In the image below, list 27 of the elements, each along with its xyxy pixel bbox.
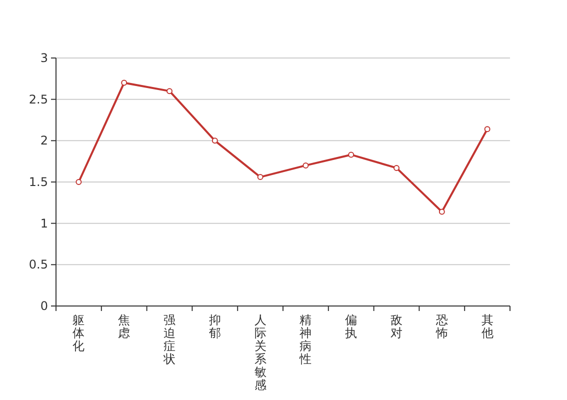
- y-tick-label: 2.5: [28, 92, 48, 106]
- x-tick-label: 人际关系敏感: [254, 313, 266, 392]
- x-tick-label: 抑郁: [208, 313, 221, 340]
- x-tick-label: 强迫症状: [162, 313, 176, 366]
- y-tick-label: 2: [40, 134, 48, 148]
- point: [76, 179, 82, 185]
- y-tick-label: 1: [40, 216, 48, 230]
- y-tick-label: 0.5: [28, 258, 48, 272]
- y-tick-label: 3: [40, 51, 48, 65]
- point: [394, 164, 400, 171]
- point: [257, 174, 264, 180]
- point: [484, 126, 490, 132]
- x-tick-label: 躯体化: [72, 313, 85, 353]
- x-tick-label: 偏执: [345, 313, 358, 340]
- point: [121, 80, 128, 86]
- point: [348, 152, 354, 158]
- x-tick-label: 精神病性: [298, 313, 312, 366]
- point: [166, 88, 172, 94]
- point: [438, 208, 445, 215]
- y-tick-label: 0: [40, 299, 48, 313]
- point: [302, 162, 309, 168]
- y-tick-label: 1.5: [28, 175, 48, 189]
- x-tick-label: 焦虑: [118, 313, 130, 340]
- point: [212, 138, 218, 144]
- x-tick-label: 敌对: [390, 313, 402, 340]
- x-tick-label: 其他: [481, 313, 494, 340]
- x-tick-label: 恐怖: [434, 313, 448, 340]
